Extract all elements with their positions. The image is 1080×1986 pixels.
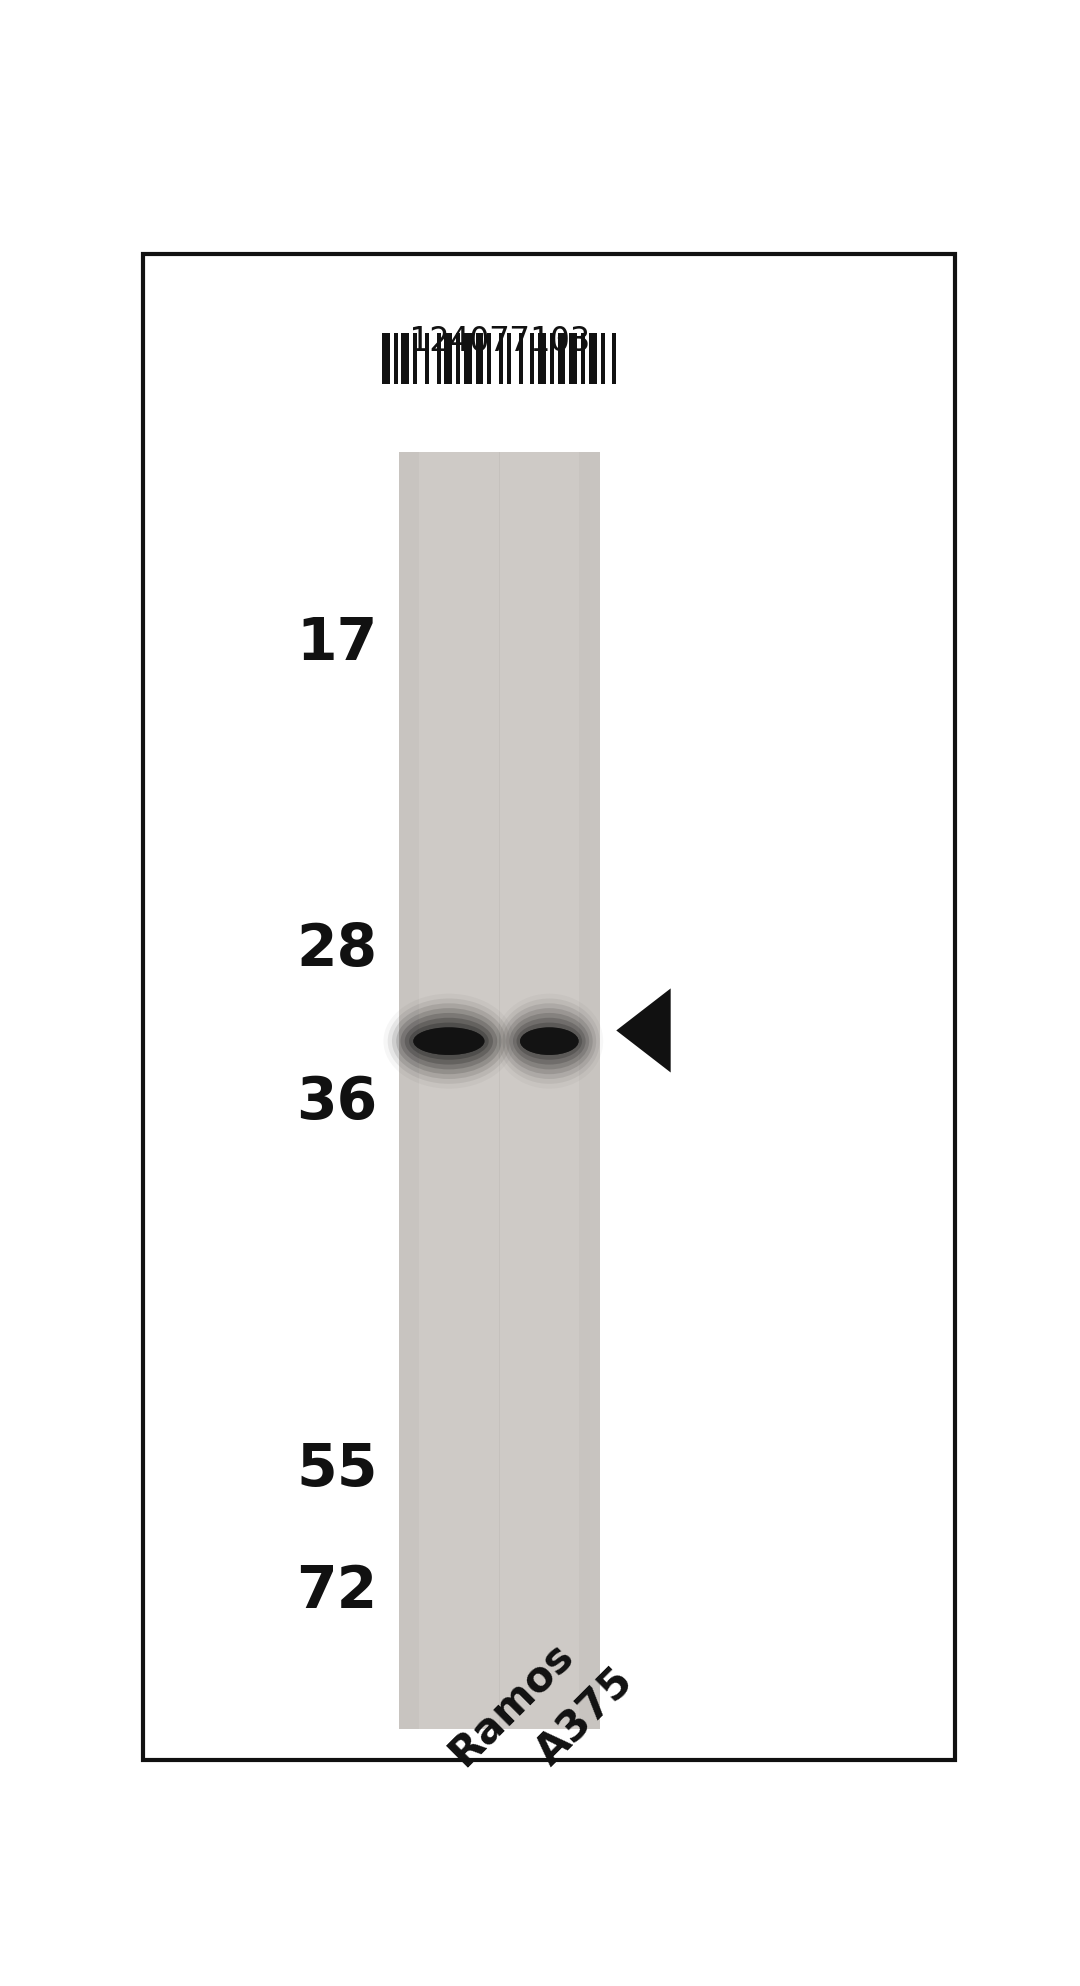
Ellipse shape (505, 1009, 593, 1074)
Bar (456, 334, 460, 383)
Bar (530, 334, 535, 383)
Bar (424, 334, 429, 383)
Text: 36: 36 (297, 1074, 378, 1130)
Bar (444, 334, 453, 383)
Bar (507, 334, 511, 383)
Ellipse shape (502, 1003, 596, 1078)
Ellipse shape (414, 1027, 485, 1055)
Bar (589, 334, 597, 383)
Ellipse shape (499, 999, 599, 1084)
Bar (557, 334, 566, 383)
Bar (402, 334, 409, 383)
Ellipse shape (392, 1003, 505, 1078)
Ellipse shape (516, 1023, 582, 1061)
Bar (475, 334, 484, 383)
Ellipse shape (405, 1017, 492, 1064)
Bar (581, 334, 585, 383)
Ellipse shape (396, 1009, 501, 1074)
Bar (569, 334, 577, 383)
Bar (499, 334, 503, 383)
Bar (518, 334, 523, 383)
Text: 72: 72 (297, 1563, 378, 1621)
Bar (436, 334, 441, 383)
Ellipse shape (521, 1027, 579, 1055)
Bar (538, 334, 546, 383)
Polygon shape (617, 989, 671, 1072)
Text: A375: A375 (528, 1660, 643, 1773)
Bar (414, 334, 417, 383)
Ellipse shape (414, 1027, 485, 1055)
Text: 17: 17 (297, 616, 378, 671)
Ellipse shape (409, 1023, 489, 1061)
Bar (464, 334, 472, 383)
Bar (487, 334, 491, 383)
Bar (419, 453, 580, 1730)
Bar (612, 334, 617, 383)
Text: 28: 28 (297, 922, 378, 977)
Text: Ramos: Ramos (441, 1634, 581, 1773)
Ellipse shape (513, 1017, 585, 1064)
Bar (550, 334, 554, 383)
Ellipse shape (521, 1027, 579, 1055)
Bar (382, 334, 390, 383)
Bar (399, 453, 599, 1730)
Text: 55: 55 (296, 1440, 378, 1497)
FancyBboxPatch shape (144, 254, 956, 1760)
Bar (600, 334, 605, 383)
Text: 124077103: 124077103 (408, 326, 590, 359)
Bar (393, 334, 397, 383)
Ellipse shape (401, 1013, 497, 1068)
Ellipse shape (510, 1013, 590, 1068)
Ellipse shape (388, 999, 510, 1084)
